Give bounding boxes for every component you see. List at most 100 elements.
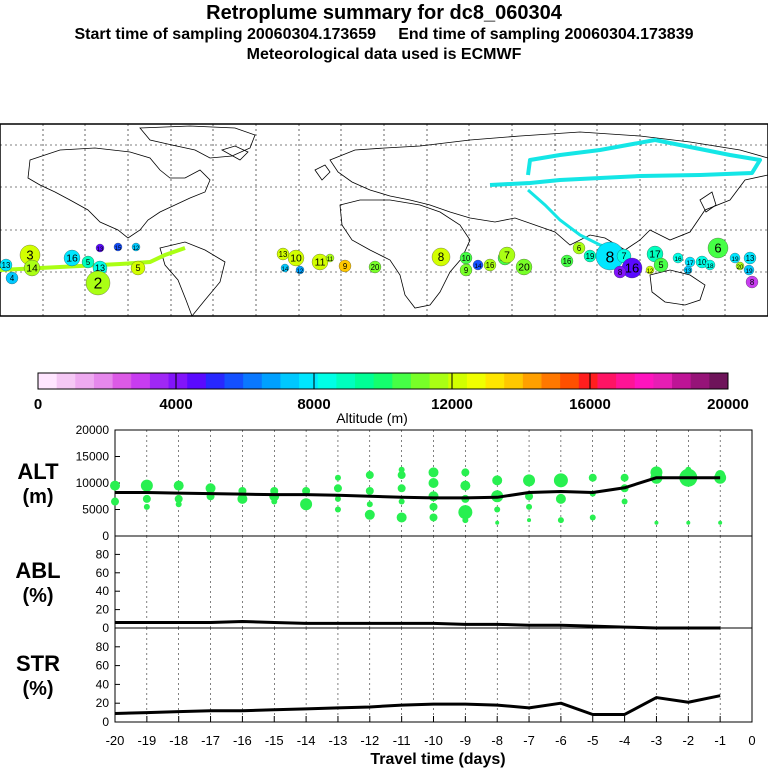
altitude-dot [492,475,503,486]
x-tick-label: -6 [555,733,567,748]
altitude-dot [461,468,470,477]
plume-label: 10 [290,254,302,265]
altitude-dot [302,486,311,495]
plume-circle [560,254,574,268]
start-time: Start time of sampling 20060304.173659 [74,26,377,43]
altitude-dot [589,514,596,521]
y-tick-label: 40 [96,677,110,691]
colorbar-swatch [299,373,319,389]
plume-circle [653,257,669,273]
panel-abl: 80 60 40 20 0 ABL(%) [15,535,753,635]
altitude-dot [365,471,374,480]
plume-label: 6 [714,241,721,256]
plume-circle [131,242,141,252]
x-tick-label: -15 [265,733,284,748]
altitude-dot [397,471,406,480]
plume-circle [5,271,19,285]
x-tick-label: -11 [393,733,411,748]
plume-label: 13 [685,269,692,275]
colorbar-swatch [149,373,170,389]
chart-title: Retroplume summary for dc8_060304 [206,2,562,24]
altitude-dot [365,486,374,495]
plume-marker: 13 [0,258,13,272]
plume-label: 19 [745,268,753,275]
altitude-dot [334,506,341,513]
altitude-dot [110,480,120,491]
y-tick-label: 20 [96,603,110,617]
colorbar-swatch [131,373,151,389]
x-tick-label: -17 [201,733,220,748]
colorbar-swatch [75,373,95,389]
plume-marker: 19 [743,264,755,276]
colorbar-swatch [634,373,654,389]
colorbar-swatch [690,373,710,389]
colorbar-swatch [616,373,636,389]
colorbar-swatch [672,373,692,389]
plume-marker: 5 [653,257,669,273]
colorbar-swatch [168,373,188,389]
colorbar-swatch [261,373,281,389]
plume-circle [572,241,586,255]
plume-marker: 20 [515,258,533,276]
altitude-dot [428,478,439,488]
y-tick-label: 60 [96,659,110,673]
colorbar-tick-label: 4000 [159,396,192,413]
x-tick-label: -5 [587,733,599,748]
plume-circle [515,258,533,276]
plume-circle [368,260,382,274]
plume-circle [735,261,745,271]
y-tick-label: 80 [96,640,110,654]
plume-circle [95,243,105,253]
altitude-dot [111,497,119,506]
y-tick-label: 15000 [76,450,110,464]
altitude-dot [428,491,439,502]
colorbar-tick-label: 0 [34,396,42,413]
plume-marker: 20 [735,261,745,271]
plume-circle [613,265,627,279]
x-axis: -20 -19 -18 -17 -16 -15 -14 -13 -12 -11 -10 -9 -8 -7-… [106,716,756,768]
y-tick-label: 5000 [82,503,109,517]
plume-label: 10 [698,258,707,267]
altitude-dot [300,498,313,511]
altitude-dot [173,480,184,491]
colorbar-swatch [466,373,487,389]
plume-label: 16 [674,256,682,263]
altitude-dot [237,493,248,504]
colorbar-swatch [541,373,561,389]
x-axis-label: Travel time (days) [370,751,505,768]
colorbar-swatch [112,373,132,389]
plume-label: 14 [282,267,289,273]
altitude-dot [718,520,723,525]
y-tick-label: 0 [102,715,109,729]
plume-marker: 18 [704,259,716,271]
y-tick-label: 0 [102,529,109,543]
colorbar-swatch [373,373,393,389]
plume-label: 14 [26,264,38,275]
plume-marker: 20 [368,260,382,274]
plume-circle [113,242,123,252]
x-tick-label: -9 [460,733,472,748]
altitude-dot [526,503,533,510]
met-data-label: Meteorological data used is ECMWF [246,46,522,63]
altitude-dot [621,498,628,505]
altitude-dot [140,479,153,492]
plume-label: 20 [737,265,744,271]
plume-label: 5 [658,260,663,270]
plume-label: 12 [297,269,304,275]
plume-label: 16 [486,261,495,270]
plume-marker: 8 [745,275,759,289]
plume-marker: 19 [583,249,597,263]
time-series-panels: 20000150001000050000ALT(m)806040200ABL(%… [15,423,755,768]
plume-label: 13 [2,261,11,270]
plume-circle [743,251,757,265]
plume-marker: 14 [280,263,290,273]
plume-marker: 8 [613,265,627,279]
plume-marker: 2 [85,270,111,296]
colorbar-swatch [653,373,673,389]
x-tick-label: -4 [619,733,631,748]
plume-circle [295,265,305,275]
panel-label: STR [16,651,60,676]
plume-circle [645,265,655,275]
y-tick-label: 0 [102,621,109,635]
